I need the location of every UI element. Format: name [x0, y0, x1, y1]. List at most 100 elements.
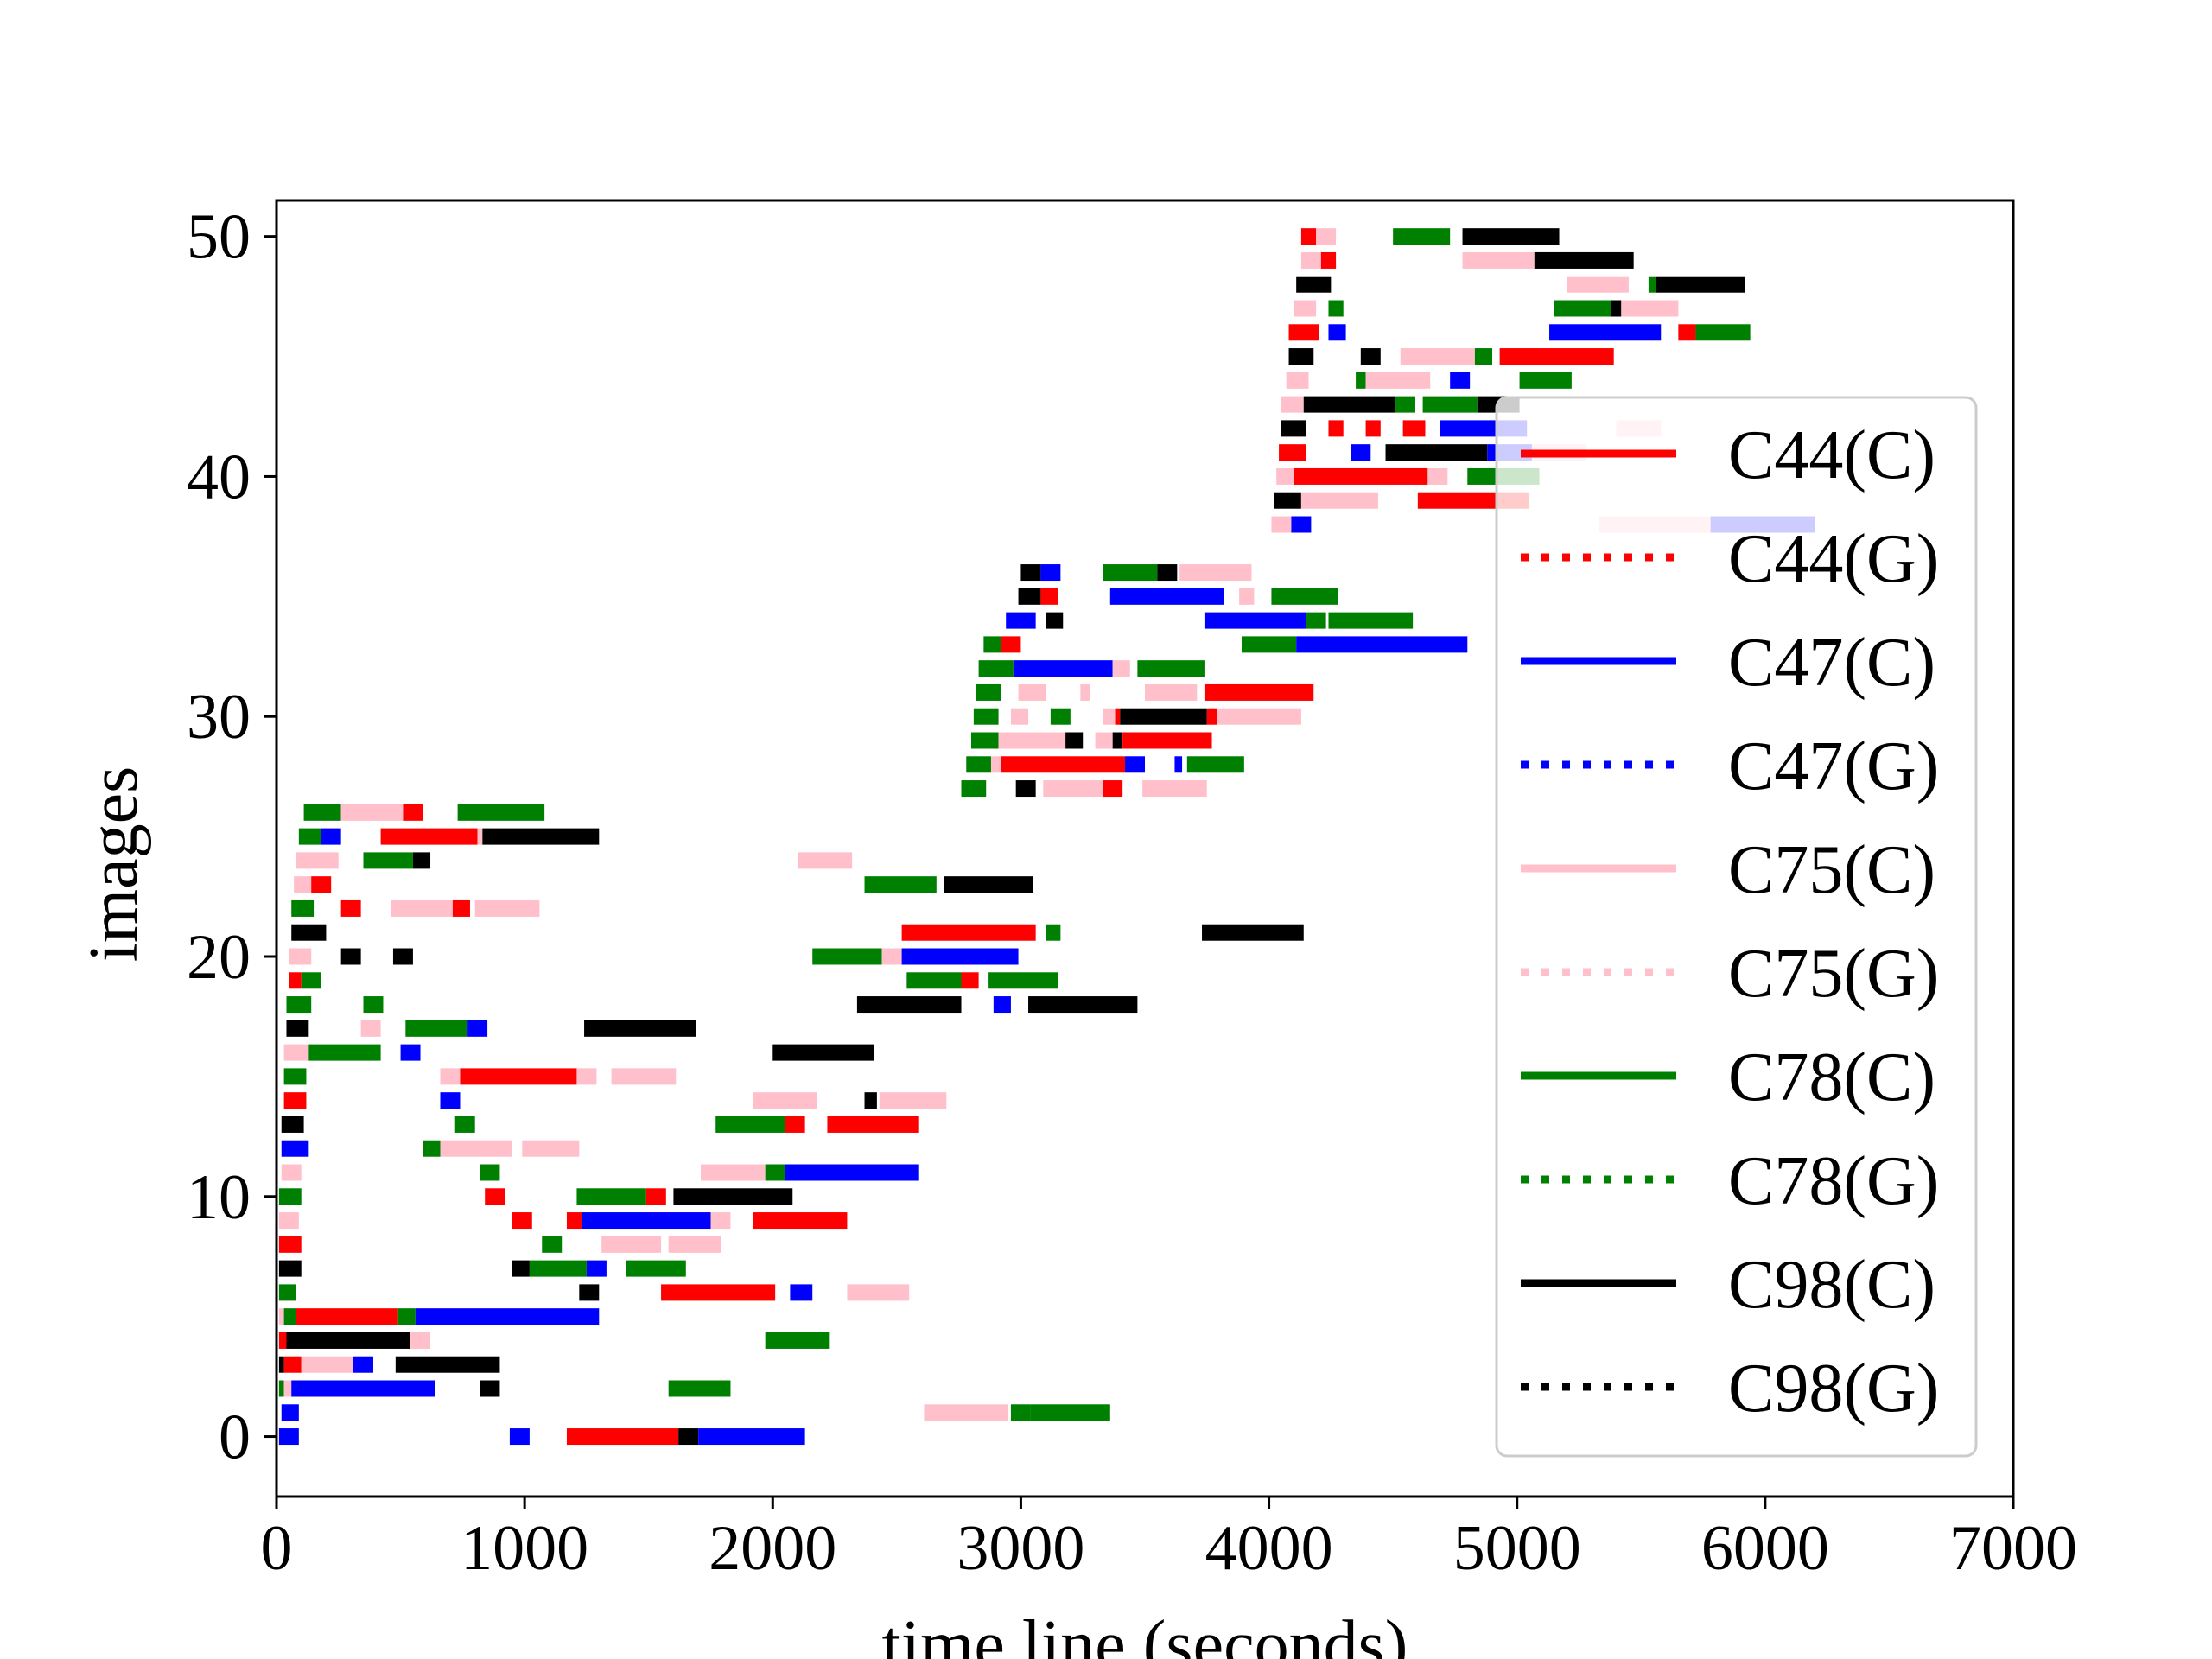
gantt-bar	[467, 1020, 488, 1037]
gantt-bar	[1043, 780, 1103, 798]
gantt-bar	[772, 1044, 875, 1061]
gantt-bar	[278, 1236, 302, 1253]
x-axis-label: time line (seconds)	[882, 1607, 1408, 1659]
gantt-bar	[278, 1212, 299, 1230]
x-tick-label: 0	[261, 1513, 293, 1584]
gantt-bar	[440, 1092, 461, 1109]
gantt-bar	[601, 1236, 662, 1253]
gantt-bar	[1001, 756, 1126, 773]
gantt-bar	[1271, 588, 1338, 605]
gantt-bar	[278, 1332, 287, 1349]
gantt-bar	[645, 1188, 666, 1205]
gantt-bar	[879, 1092, 947, 1109]
bars-layer	[278, 228, 1815, 1446]
gantt-bar	[283, 1308, 296, 1325]
gantt-bar	[1179, 564, 1252, 582]
gantt-bar	[301, 972, 321, 989]
gantt-bar	[460, 1068, 577, 1085]
gantt-bar	[576, 1068, 597, 1085]
gantt-bar	[363, 996, 384, 1014]
gantt-bar	[1239, 588, 1255, 605]
gantt-bar	[661, 1284, 776, 1301]
x-tick-label: 1000	[461, 1513, 588, 1584]
gantt-bar	[296, 852, 339, 869]
gantt-bar	[283, 1380, 292, 1397]
gantt-bar	[286, 996, 312, 1014]
gantt-bar	[1006, 612, 1036, 629]
gantt-bar	[1300, 251, 1321, 269]
gantt-bar	[785, 1116, 805, 1133]
gantt-bar	[1365, 420, 1381, 437]
gantt-bar	[1554, 300, 1611, 317]
gantt-bar	[678, 1428, 699, 1446]
gantt-bar	[1279, 444, 1306, 461]
x-axis: 0 1000 2000 3000 4000 5000 6000 7000	[261, 1497, 2077, 1584]
gantt-bar	[924, 1404, 1009, 1421]
gantt-bar	[668, 1236, 721, 1253]
gantt-bar	[881, 948, 902, 965]
gantt-bar	[1462, 228, 1560, 245]
gantt-bar	[283, 1356, 302, 1373]
gantt-bar	[1186, 756, 1244, 773]
gantt-bar	[966, 756, 991, 773]
gantt-bar	[1103, 780, 1123, 798]
gantt-bar	[457, 804, 545, 821]
gantt-bar	[1648, 276, 1656, 293]
gantt-bar	[1462, 251, 1535, 269]
gantt-bar	[584, 1020, 696, 1037]
gantt-bar	[1328, 420, 1344, 437]
gantt-bar	[978, 660, 1014, 677]
gantt-bar	[1356, 372, 1366, 389]
gantt-bar	[380, 828, 478, 845]
gantt-bar	[1010, 708, 1029, 725]
gantt-bar	[291, 1380, 435, 1397]
gantt-bar	[291, 899, 315, 917]
gantt-bar	[901, 924, 1036, 941]
gantt-bar	[611, 1068, 677, 1085]
gantt-bar	[1115, 708, 1121, 725]
gantt-bar	[1351, 444, 1371, 461]
legend-label: C78(G)	[1728, 1143, 1939, 1219]
x-tick-label: 3000	[957, 1513, 1084, 1584]
gantt-bar	[311, 876, 332, 893]
gantt-bar	[993, 996, 1011, 1014]
y-tick-label: 20	[187, 922, 251, 993]
gantt-bar	[715, 1116, 785, 1133]
gantt-bar	[400, 1044, 421, 1061]
gantt-bar	[1276, 467, 1294, 485]
gantt-bar	[1286, 372, 1309, 389]
gantt-bar	[1142, 780, 1207, 798]
gantt-bar	[289, 948, 312, 965]
y-axis: 0 10 20 30 40 50	[187, 202, 276, 1473]
gantt-bar	[405, 1020, 468, 1037]
gantt-bar	[812, 948, 882, 965]
gantt-bar	[576, 1188, 646, 1205]
y-tick-label: 30	[187, 682, 251, 753]
gantt-bar	[477, 828, 483, 845]
x-tick-label: 6000	[1701, 1513, 1829, 1584]
gantt-bar	[301, 1356, 354, 1373]
gantt-bar	[1010, 1404, 1031, 1421]
gantt-bar	[1402, 420, 1426, 437]
gantt-bar	[1103, 708, 1116, 725]
gantt-bar	[1157, 564, 1178, 582]
gantt-bar	[1109, 588, 1224, 605]
gantt-bar	[522, 1140, 580, 1157]
gantt-bar	[1217, 708, 1301, 725]
gantt-bar	[1122, 732, 1212, 749]
gantt-bar	[1241, 636, 1297, 653]
gantt-bar	[1300, 228, 1317, 245]
gantt-bar	[901, 948, 1019, 965]
gantt-bar	[790, 1284, 813, 1301]
gantt-bar	[1288, 348, 1314, 365]
gantt-bar	[278, 1188, 302, 1205]
gantt-bar	[1303, 396, 1396, 413]
gantt-bar	[294, 876, 312, 893]
gantt-bar	[1656, 276, 1745, 293]
gantt-bar	[363, 852, 413, 869]
gantt-bar	[474, 899, 540, 917]
gantt-bar	[983, 636, 1001, 653]
gantt-bar	[454, 1116, 475, 1133]
gantt-bar	[1080, 683, 1090, 701]
gantt-bar	[423, 1140, 441, 1157]
